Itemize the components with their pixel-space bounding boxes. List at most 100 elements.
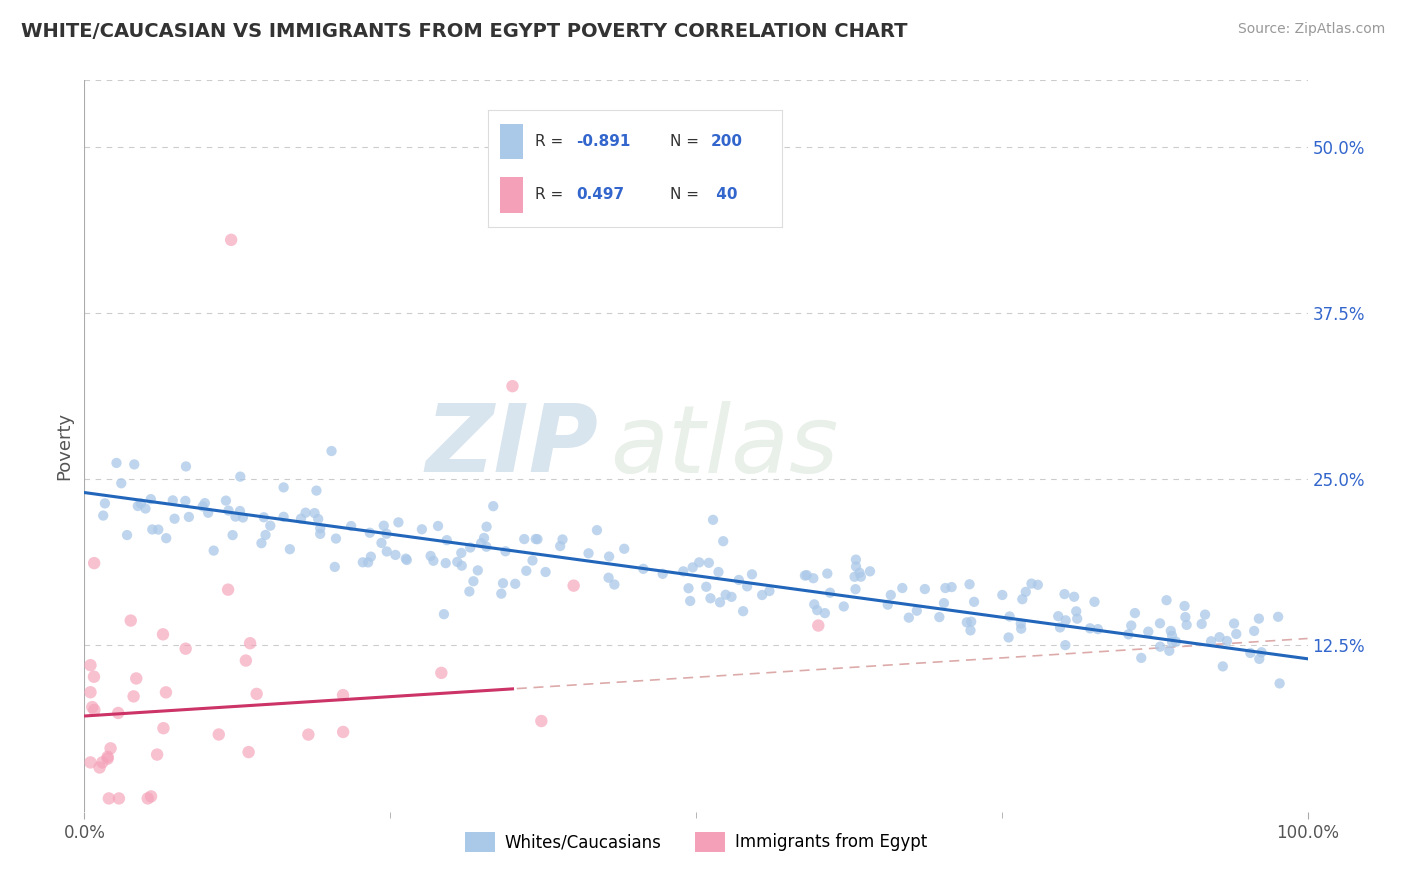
Point [191,500,214,514]
Point [796,568,818,582]
Point [741,567,763,582]
Point [697,556,720,570]
Point [373,518,395,533]
Point [524,532,547,546]
Point [475,519,498,533]
Point [598,549,620,564]
Point [174,494,197,508]
Point [122,458,145,472]
Point [1064,604,1087,618]
Point [845,559,868,574]
Point [82,700,104,714]
Point [470,536,492,550]
Point [1216,634,1239,648]
Point [562,579,585,593]
Point [1130,651,1153,665]
Point [238,745,260,759]
Point [357,556,380,570]
Point [254,528,277,542]
Point [395,551,418,566]
Point [1247,612,1270,626]
Point [678,581,700,595]
Point [1123,606,1146,620]
Point [259,518,281,533]
Point [79,658,101,673]
Point [139,789,162,804]
Point [513,532,536,546]
Point [105,456,128,470]
Point [1054,638,1077,652]
Point [934,581,956,595]
Point [359,525,381,540]
Point [714,588,737,602]
Point [1118,627,1140,641]
Point [419,549,441,563]
Point [548,539,571,553]
Point [387,516,409,530]
Point [1225,627,1247,641]
Point [699,591,721,606]
Point [1243,624,1265,638]
Point [1174,610,1197,624]
Point [430,665,453,680]
Point [1267,609,1289,624]
Point [458,584,481,599]
Point [305,483,328,498]
Point [1078,621,1101,635]
Point [534,565,557,579]
Point [224,509,246,524]
Point [651,566,673,581]
Point [1137,624,1160,639]
Point [375,526,398,541]
Point [148,523,170,537]
Point [806,603,828,617]
Point [472,531,495,545]
Point [321,444,343,458]
Point [503,576,526,591]
Point [1161,635,1184,649]
Point [963,595,986,609]
Point [997,631,1019,645]
Point [672,565,695,579]
Point [97,752,120,766]
Point [733,604,755,618]
Point [702,513,724,527]
Point [1212,659,1234,673]
Point [250,536,273,550]
Point [91,508,114,523]
Point [152,721,174,735]
Point [876,598,898,612]
Point [375,544,398,558]
Point [97,791,120,805]
Point [91,756,114,770]
Point [1239,646,1261,660]
Point [229,504,252,518]
Point [859,564,882,578]
Point [1149,640,1171,654]
Point [897,610,920,624]
Point [526,533,548,547]
Point [707,565,730,579]
Point [384,548,406,562]
Point [491,587,513,601]
Point [1021,576,1043,591]
Point [682,560,704,574]
Point [163,512,186,526]
Text: ZIP: ZIP [425,400,598,492]
Point [395,553,418,567]
Point [1121,618,1143,632]
Point [422,554,444,568]
Point [433,607,456,622]
Point [297,728,319,742]
Point [197,506,219,520]
Point [502,379,524,393]
Point [695,580,717,594]
Point [1010,616,1032,631]
Point [956,615,979,630]
Point [162,493,184,508]
Point [928,610,950,624]
Point [239,636,262,650]
Point [758,584,780,599]
Point [603,577,626,591]
Point [108,791,131,805]
